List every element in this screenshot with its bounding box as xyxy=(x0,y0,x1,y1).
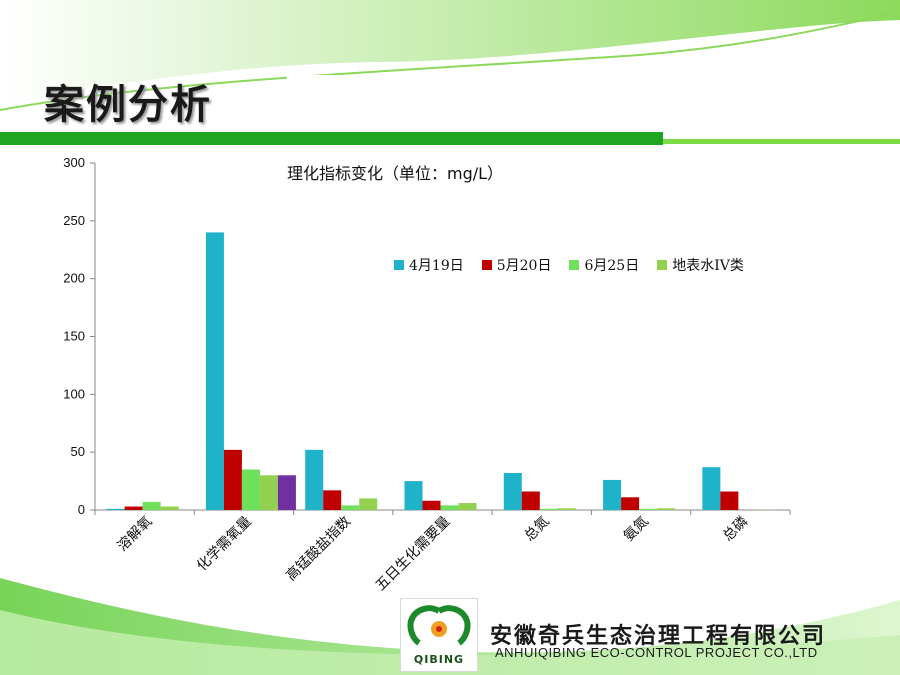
legend-item: 6月25日 xyxy=(569,255,639,275)
legend-swatch xyxy=(481,260,492,270)
bottom-wave-light xyxy=(0,610,900,675)
legend-label: 5月20日 xyxy=(496,258,552,274)
bar xyxy=(259,475,278,510)
bar xyxy=(458,503,477,510)
y-tick-label: 50 xyxy=(71,444,85,459)
bar xyxy=(341,505,360,510)
logo-leaf-icon xyxy=(407,605,471,646)
x-category-label: 溶解氧 xyxy=(114,514,155,555)
bar xyxy=(503,472,522,510)
legend-item: 地表水IV类 xyxy=(657,255,744,275)
bar xyxy=(702,467,721,510)
extra-bar xyxy=(277,475,296,510)
bar xyxy=(359,498,378,510)
bar xyxy=(539,508,558,510)
bar xyxy=(521,491,540,510)
bar xyxy=(124,506,143,510)
bar xyxy=(205,232,224,510)
y-tick-label: 100 xyxy=(63,386,85,401)
x-category-label: 五日生化需要量 xyxy=(373,514,454,595)
bar xyxy=(160,506,179,510)
legend-swatch xyxy=(394,260,404,270)
bar xyxy=(657,508,676,510)
title-underline-accent xyxy=(663,139,900,144)
logo-text: QIBING xyxy=(413,653,465,666)
x-category-label: 高锰酸盐指数 xyxy=(283,513,354,584)
x-category-label: 总磷 xyxy=(720,514,751,545)
bar xyxy=(223,449,242,510)
bar xyxy=(323,490,342,510)
chart-plot-background xyxy=(287,75,869,570)
y-tick-label: 250 xyxy=(63,213,85,228)
legend-swatch xyxy=(569,260,580,270)
bar xyxy=(404,481,423,510)
bar xyxy=(422,500,441,510)
title-underline-bar xyxy=(0,132,663,145)
bar xyxy=(106,508,125,510)
bar xyxy=(621,497,640,510)
legend-label: 4月19日 xyxy=(409,258,464,274)
bar xyxy=(603,479,622,510)
bar xyxy=(305,449,324,510)
y-tick-label: 150 xyxy=(63,329,85,344)
x-category-label: 化学需氧量 xyxy=(194,514,255,575)
y-tick-label: 200 xyxy=(63,271,85,286)
slide-title: 案例分析 xyxy=(44,82,212,128)
y-tick-label: 0 xyxy=(78,502,85,517)
bar-chart: 0 50 100 150 200 250 300 溶解氧 化学需氧量 高锰酸盐指数 五日生化需要量 总… xyxy=(63,155,791,595)
legend-item: 5月20日 xyxy=(481,255,552,275)
bar xyxy=(720,491,739,510)
x-category-label: 总氮 xyxy=(522,514,553,545)
company-logo: QIBING xyxy=(400,598,478,672)
bar xyxy=(639,508,658,510)
chart-legend: 4月19日 5月20日 6月25日 地表水IV类 xyxy=(394,255,744,275)
bar xyxy=(241,469,260,510)
legend-label: 地表水IV类 xyxy=(672,258,744,274)
legend-item: 4月19日 xyxy=(394,255,464,275)
company-name-en: ANHUIQIBING ECO-CONTROL PROJECT CO.,LTD xyxy=(495,645,818,660)
x-category-label: 氨氮 xyxy=(621,514,652,545)
top-wave-line xyxy=(0,11,900,111)
top-wave-decoration xyxy=(0,0,900,100)
legend-swatch xyxy=(657,260,668,270)
bar xyxy=(557,508,576,510)
chart-title: 理化指标变化（单位：mg/L） xyxy=(287,164,504,183)
company-name-cn: 安徽奇兵生态治理工程有限公司 xyxy=(490,624,827,649)
bar xyxy=(440,505,459,510)
bar xyxy=(142,501,161,510)
y-tick-label: 300 xyxy=(63,155,85,170)
legend-label: 6月25日 xyxy=(584,258,640,274)
